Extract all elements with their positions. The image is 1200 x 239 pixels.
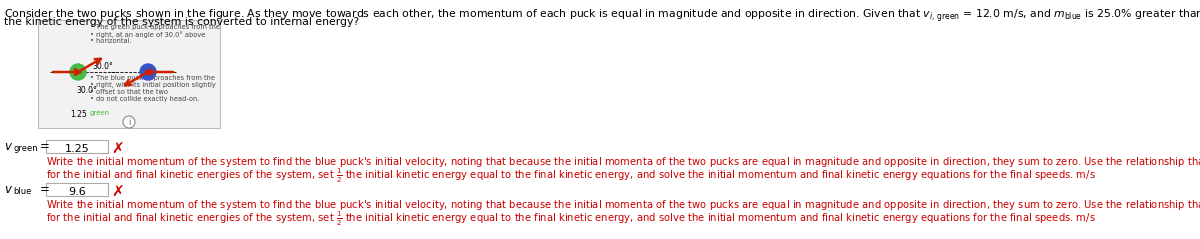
Text: blue: blue [13, 187, 31, 196]
Circle shape [140, 64, 156, 80]
Text: • do not collide exactly head-on.: • do not collide exactly head-on. [90, 96, 199, 102]
Circle shape [70, 64, 86, 80]
Text: ✗: ✗ [112, 185, 124, 200]
Text: i: i [128, 118, 130, 126]
Text: • offset so that the two: • offset so that the two [90, 89, 168, 95]
Text: • The blue puck approaches from the: • The blue puck approaches from the [90, 75, 215, 81]
Text: • right, with its initial position slightly: • right, with its initial position sligh… [90, 82, 216, 88]
Text: ✗: ✗ [112, 142, 124, 157]
FancyBboxPatch shape [46, 140, 108, 153]
Text: 1.25: 1.25 [70, 110, 86, 119]
Text: for the initial and final kinetic energies of the system, set $\frac{1}{2}$ the : for the initial and final kinetic energi… [46, 210, 1096, 228]
Text: 30.0°: 30.0° [92, 62, 113, 71]
Text: 1.25: 1.25 [65, 144, 89, 154]
Text: • The green puck approaches from the: • The green puck approaches from the [90, 24, 220, 30]
Text: 9.6: 9.6 [68, 187, 86, 197]
Text: • right, at an angle of 30.0° above: • right, at an angle of 30.0° above [90, 31, 205, 38]
Text: • horizontal.: • horizontal. [90, 38, 132, 44]
Text: =: = [40, 183, 50, 196]
Text: green: green [90, 110, 110, 116]
Text: $v$: $v$ [4, 183, 13, 196]
Text: Write the initial momentum of the system to find the blue puck's initial velocit: Write the initial momentum of the system… [46, 156, 1200, 170]
FancyBboxPatch shape [38, 20, 220, 128]
Text: the kinetic energy of the system is converted to internal energy?: the kinetic energy of the system is conv… [4, 17, 359, 27]
Text: Consider the two pucks shown in the figure. As they move towards each other, the: Consider the two pucks shown in the figu… [4, 5, 1200, 26]
Text: green: green [13, 144, 37, 153]
FancyBboxPatch shape [46, 183, 108, 196]
Text: $v$: $v$ [4, 140, 13, 153]
Circle shape [124, 116, 134, 128]
Text: =: = [40, 140, 50, 153]
Text: Write the initial momentum of the system to find the blue puck's initial velocit: Write the initial momentum of the system… [46, 199, 1200, 213]
Text: for the initial and final kinetic energies of the system, set $\frac{1}{2}$ the : for the initial and final kinetic energi… [46, 167, 1096, 185]
Text: 30.0°: 30.0° [76, 86, 97, 95]
